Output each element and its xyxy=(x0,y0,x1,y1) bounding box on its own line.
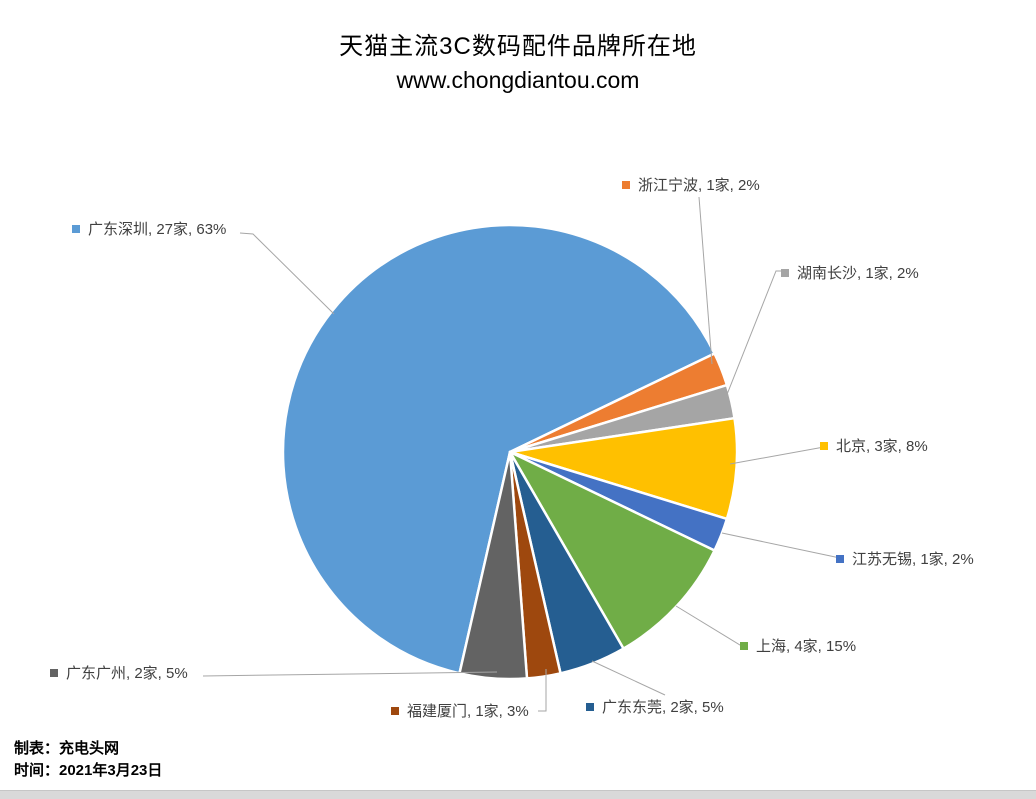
leader-line-wuxi xyxy=(721,532,841,559)
legend-square-shanghai xyxy=(740,642,748,651)
leader-line-ningbo xyxy=(698,196,713,365)
callout-label-shenzhen: 广东深圳, 27家, 63% xyxy=(72,220,226,239)
callout-text: 广东广州, 2家, 5% xyxy=(66,665,188,682)
leader-line-shenzhen xyxy=(239,232,335,315)
pie-slice-0 xyxy=(281,223,716,675)
callout-label-xiamen: 福建厦门, 1家, 3% xyxy=(391,702,529,721)
chart-subtitle: www.chongdiantou.com xyxy=(396,67,640,93)
callout-label-ningbo: 浙江宁波, 1家, 2% xyxy=(622,176,760,195)
pie-slice-3 xyxy=(508,416,739,521)
callout-text: 北京, 3家, 8% xyxy=(836,438,928,455)
leader-line-shanghai xyxy=(675,605,749,648)
chart-title: 天猫主流3C数码配件品牌所在地 xyxy=(339,33,697,60)
callout-text: 福建厦门, 1家, 3% xyxy=(407,703,529,720)
legend-square-wuxi xyxy=(836,555,844,564)
legend-square-guangzhou xyxy=(50,669,58,678)
footer-credits: 制表：充电头网 时间：2021年3月23日 xyxy=(14,738,162,782)
callout-label-shanghai: 上海, 4家, 15% xyxy=(740,637,856,656)
legend-square-ningbo xyxy=(622,181,630,190)
legend-square-beijing xyxy=(820,442,828,451)
callout-text: 广东深圳, 27家, 63% xyxy=(88,221,227,238)
leader-line-dongguan xyxy=(591,660,666,696)
legend-square-shenzhen xyxy=(72,225,80,234)
footer-date: 时间：2021年3月23日 xyxy=(14,762,163,779)
leader-line-changsha xyxy=(725,270,787,398)
title-block: 天猫主流3C数码配件品牌所在地 www.chongdiantou.com xyxy=(0,30,1036,96)
leader-line-xiamen xyxy=(538,669,547,712)
callout-label-beijing: 北京, 3家, 8% xyxy=(820,437,928,456)
footer-maker: 制表：充电头网 xyxy=(14,740,120,757)
callout-text: 江苏无锡, 1家, 2% xyxy=(852,551,974,568)
callout-text: 上海, 4家, 15% xyxy=(756,638,857,655)
callout-label-guangzhou: 广东广州, 2家, 5% xyxy=(50,664,188,683)
legend-square-changsha xyxy=(781,269,789,278)
callout-text: 湖南长沙, 1家, 2% xyxy=(797,265,919,282)
callout-label-wuxi: 江苏无锡, 1家, 2% xyxy=(836,550,974,569)
callout-text: 广东东莞, 2家, 5% xyxy=(602,699,724,716)
callout-text: 浙江宁波, 1家, 2% xyxy=(638,177,760,194)
leader-line-guangzhou xyxy=(202,671,498,677)
legend-square-xiamen xyxy=(391,707,399,716)
callout-label-changsha: 湖南长沙, 1家, 2% xyxy=(781,264,919,283)
legend-square-dongguan xyxy=(586,703,594,712)
pie-slice-8 xyxy=(458,450,529,681)
bottom-edge-strip xyxy=(0,790,1036,799)
leader-line-beijing xyxy=(729,446,825,465)
callout-label-dongguan: 广东东莞, 2家, 5% xyxy=(586,698,724,717)
